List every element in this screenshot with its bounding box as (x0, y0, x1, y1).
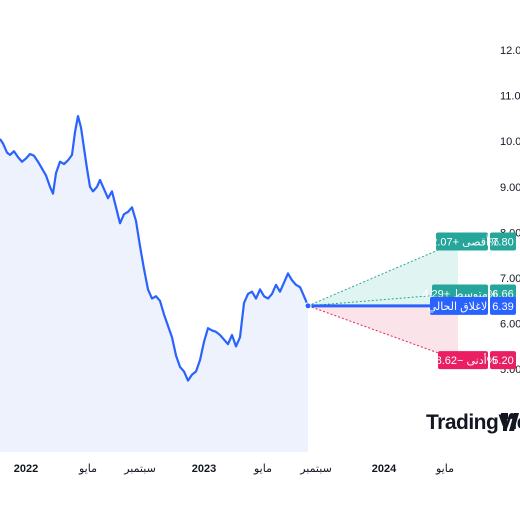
y-tick-label: 11.00 (500, 91, 520, 103)
last-price-point (304, 302, 312, 310)
y-tick-label: 7.00 (500, 273, 520, 285)
y-tick-label: 10.00 (500, 136, 520, 148)
x-tick-label: 2022 (14, 463, 38, 475)
forecast-pill (436, 232, 488, 251)
x-tick-label: سبتمبر (299, 463, 332, 475)
forecast-value-box (490, 296, 516, 315)
x-axis: 2022 مايو سبتمبر 2023 مايو سبتمبر 2024 مايو (14, 463, 454, 475)
forecast-pill-text: أدنى −18.62% (430, 353, 497, 367)
downside-fan (308, 305, 458, 361)
x-tick-label: مايو (78, 463, 97, 475)
x-tick-label: 2024 (372, 463, 397, 475)
forecast-pill (438, 351, 488, 370)
y-tick-label: 12.00 (500, 45, 520, 57)
forecast-pill-text: الاغلاق الحالي (428, 301, 491, 313)
forecast-pill-text: أقصى +22.07% (425, 235, 499, 249)
y-axis: 12.0011.0010.009.008.007.006.005.00 (500, 45, 520, 376)
y-tick-label: 6.00 (500, 319, 520, 331)
low-projection-line (307, 305, 459, 361)
high-projection-line (307, 241, 459, 307)
forecast-pill (430, 296, 488, 315)
forecast-value-text: 7.80 (492, 237, 513, 249)
y-tick-label: 9.00 (500, 182, 520, 194)
x-tick-label: مايو (435, 463, 454, 475)
x-tick-label: سبتمبر (123, 463, 156, 475)
plot-area-fill (0, 116, 308, 453)
forecast-value-text: 6.39 (492, 301, 513, 313)
x-tick-label: مايو (253, 463, 272, 475)
upside-fan (308, 241, 458, 306)
forecast-value-box (490, 232, 516, 251)
price-line (0, 115, 310, 382)
tradingview-wordmark: TradingView (426, 411, 520, 434)
forecast-value-box (490, 351, 516, 370)
x-tick-label: 2023 (192, 463, 216, 475)
tradingview-mark-icon (501, 413, 519, 431)
area-fill (0, 116, 308, 453)
forecast-value-text: 5.20 (492, 355, 513, 367)
price-series (0, 115, 312, 382)
tradingview-logo[interactable]: TradingView (426, 411, 520, 434)
